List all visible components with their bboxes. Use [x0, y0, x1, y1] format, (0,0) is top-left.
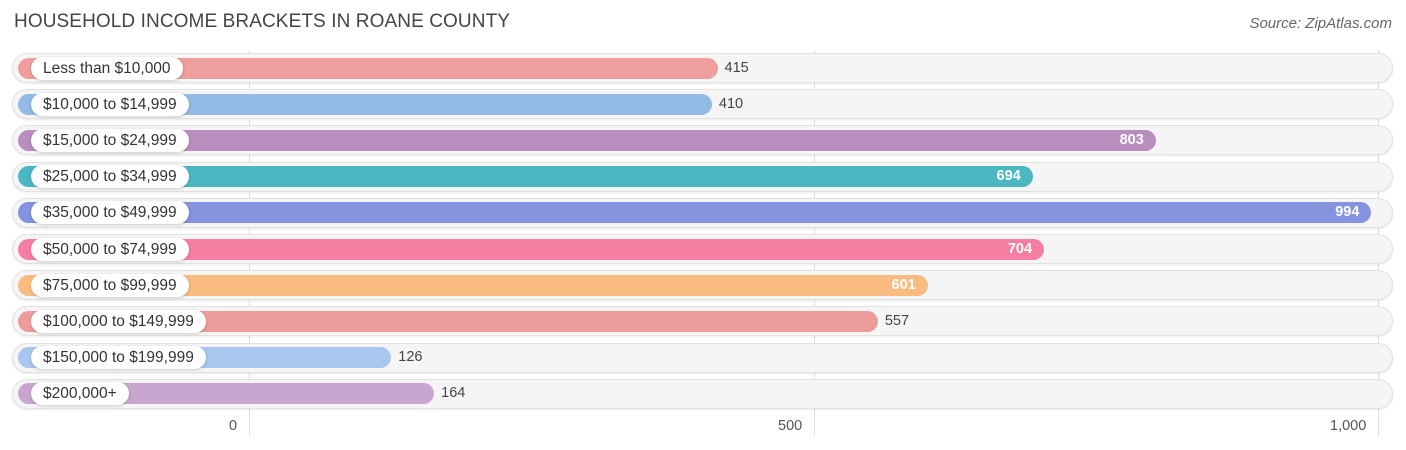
category-label: $150,000 to $199,999 — [31, 346, 206, 370]
value-label: 994 — [1335, 204, 1360, 221]
value-label: 164 — [441, 385, 466, 402]
value-label: 557 — [884, 312, 910, 329]
value-label: 704 — [1007, 240, 1033, 257]
bar — [18, 166, 1033, 188]
value-label: 415 — [724, 59, 749, 76]
category-label: $100,000 to $149,999 — [31, 309, 206, 333]
value-label: 694 — [996, 168, 1021, 185]
bar — [18, 57, 718, 79]
category-label: $35,000 to $49,999 — [31, 201, 189, 225]
value-label: 601 — [891, 276, 916, 293]
chart-title: HOUSEHOLD INCOME BRACKETS IN ROANE COUNT… — [14, 11, 511, 32]
value-label: 803 — [1119, 131, 1144, 148]
category-label: $10,000 to $14,999 — [31, 92, 189, 116]
x-tick-label: 1,000 — [1330, 418, 1367, 434]
category-label: $75,000 to $99,999 — [31, 273, 189, 297]
x-tick-label: 0 — [229, 418, 238, 434]
bar — [18, 238, 1044, 260]
bar — [18, 93, 712, 115]
bar — [18, 129, 1156, 151]
x-tick-label: 500 — [778, 418, 803, 434]
category-label: $25,000 to $34,999 — [31, 165, 189, 189]
value-label: 126 — [398, 349, 423, 366]
category-label: Less than $10,000 — [31, 56, 183, 80]
value-label: 410 — [718, 95, 744, 112]
bar — [18, 202, 1372, 224]
source-note: Source: ZipAtlas.com — [1249, 15, 1392, 32]
category-label: $50,000 to $74,999 — [31, 237, 189, 261]
bar — [18, 310, 878, 332]
bar — [18, 274, 928, 296]
category-label: $15,000 to $24,999 — [31, 128, 189, 152]
category-label: $200,000+ — [31, 382, 129, 406]
